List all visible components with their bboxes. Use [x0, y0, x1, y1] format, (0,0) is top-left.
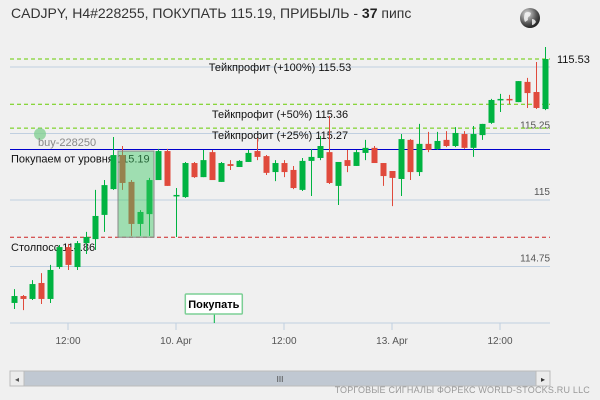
bear-candle: [389, 171, 396, 178]
stoploss-label: Столпосс 114.86: [11, 242, 95, 254]
bull-candle: [515, 81, 522, 103]
bear-candle: [254, 151, 261, 157]
scroll-grip-icon[interactable]: III: [277, 375, 284, 384]
bull-candle: [218, 163, 225, 182]
scroll-left-button[interactable]: [9, 370, 25, 387]
bull-candle: [146, 180, 153, 215]
x-tick-label: 13. Apr: [376, 336, 408, 347]
bull-candle: [29, 284, 36, 299]
buy-signal-label: Покупать: [188, 299, 239, 311]
bear-candle: [209, 152, 216, 181]
bear-candle: [371, 147, 378, 164]
bear-candle: [20, 296, 27, 299]
bull-candle: [74, 243, 81, 268]
bull-candle: [299, 160, 306, 190]
bear-candle: [119, 155, 126, 183]
globe-icon[interactable]: [519, 7, 541, 29]
y-tick-label: 115: [534, 187, 550, 198]
x-tick-label: 10. Apr: [160, 336, 192, 347]
bear-candle: [128, 181, 135, 224]
bear-candle: [281, 163, 288, 173]
bear-candle: [425, 143, 432, 150]
bull-candle: [362, 147, 369, 153]
buy-marker-label: buy-228250: [38, 137, 96, 149]
bull-candle: [434, 140, 441, 149]
bull-candle: [488, 99, 495, 123]
bull-candle: [497, 98, 504, 101]
bear-candle: [38, 282, 45, 299]
bull-candle: [173, 194, 180, 197]
chart-title: CADJPY, H4#228255, ПОКУПАТЬ 115.19, ПРИБ…: [11, 5, 411, 21]
bull-candle: [452, 132, 459, 147]
title-unit: пипс: [377, 5, 412, 21]
bull-candle: [479, 123, 486, 136]
scroll-left-arrow-icon: ◂: [15, 375, 19, 384]
bull-candle: [182, 163, 189, 198]
x-tick-label: 12:00: [271, 336, 296, 347]
y-tick-label: 115.25: [520, 121, 550, 132]
bear-candle: [290, 169, 297, 189]
y-tick-label: 114.75: [520, 254, 550, 265]
tp25-label: Тейкпрофит (+25%) 115.27: [212, 130, 348, 142]
bear-candle: [326, 152, 333, 183]
bull-candle: [101, 185, 108, 215]
bull-candle: [470, 134, 477, 148]
bull-candle: [416, 143, 423, 173]
bull-candle: [272, 163, 279, 173]
bull-candle: [92, 215, 99, 240]
bull-candle: [83, 236, 90, 244]
scroll-right-button[interactable]: [535, 370, 551, 387]
bear-candle: [461, 134, 468, 148]
bull-candle: [56, 247, 63, 268]
bull-candle: [398, 139, 405, 179]
bull-candle: [155, 151, 162, 181]
bear-candle: [263, 156, 270, 173]
buy-marker-icon[interactable]: [34, 128, 46, 140]
current-price-label: 115.53: [557, 54, 590, 66]
bear-candle: [524, 81, 531, 94]
bear-candle: [380, 163, 387, 177]
bear-candle: [344, 160, 351, 166]
tp100-label: Тейкпрофит (+100%) 115.53: [209, 62, 351, 74]
bull-candle: [11, 296, 18, 303]
bull-candle: [308, 156, 315, 161]
bear-candle: [407, 139, 414, 173]
bear-candle: [164, 151, 171, 186]
bull-candle: [245, 152, 252, 162]
bull-candle: [353, 152, 360, 166]
bull-candle: [110, 155, 117, 190]
footer-credit: ТОРГОВЫЕ СИГНАЛЫ ФОРЕКС WORLD-STOCKS.RU …: [334, 385, 590, 395]
bull-candle: [200, 160, 207, 178]
bull-candle: [335, 161, 342, 186]
bear-candle: [533, 92, 540, 108]
bull-candle: [542, 59, 549, 110]
x-tick-label: 12:00: [55, 336, 80, 347]
buy-zone-box: [117, 150, 155, 238]
profit-pips: 37: [361, 5, 378, 21]
title-text: CADJPY, H4#228255, ПОКУПАТЬ 115.19, ПРИБ…: [11, 5, 362, 21]
bear-candle: [65, 247, 72, 265]
scroll-right-arrow-icon: ▸: [541, 375, 545, 384]
bear-candle: [191, 163, 198, 178]
buy-signal-flag[interactable]: [184, 293, 244, 315]
tp50-label: Тейкпрофит (+50%) 115.36: [212, 109, 348, 121]
bull-candle: [137, 211, 144, 224]
bear-candle: [443, 139, 450, 147]
bull-candle: [236, 160, 243, 168]
bear-candle: [227, 164, 234, 166]
bull-candle: [317, 146, 324, 158]
x-tick-label: 12:00: [487, 336, 512, 347]
bear-candle: [506, 98, 513, 101]
bull-candle: [47, 269, 54, 299]
